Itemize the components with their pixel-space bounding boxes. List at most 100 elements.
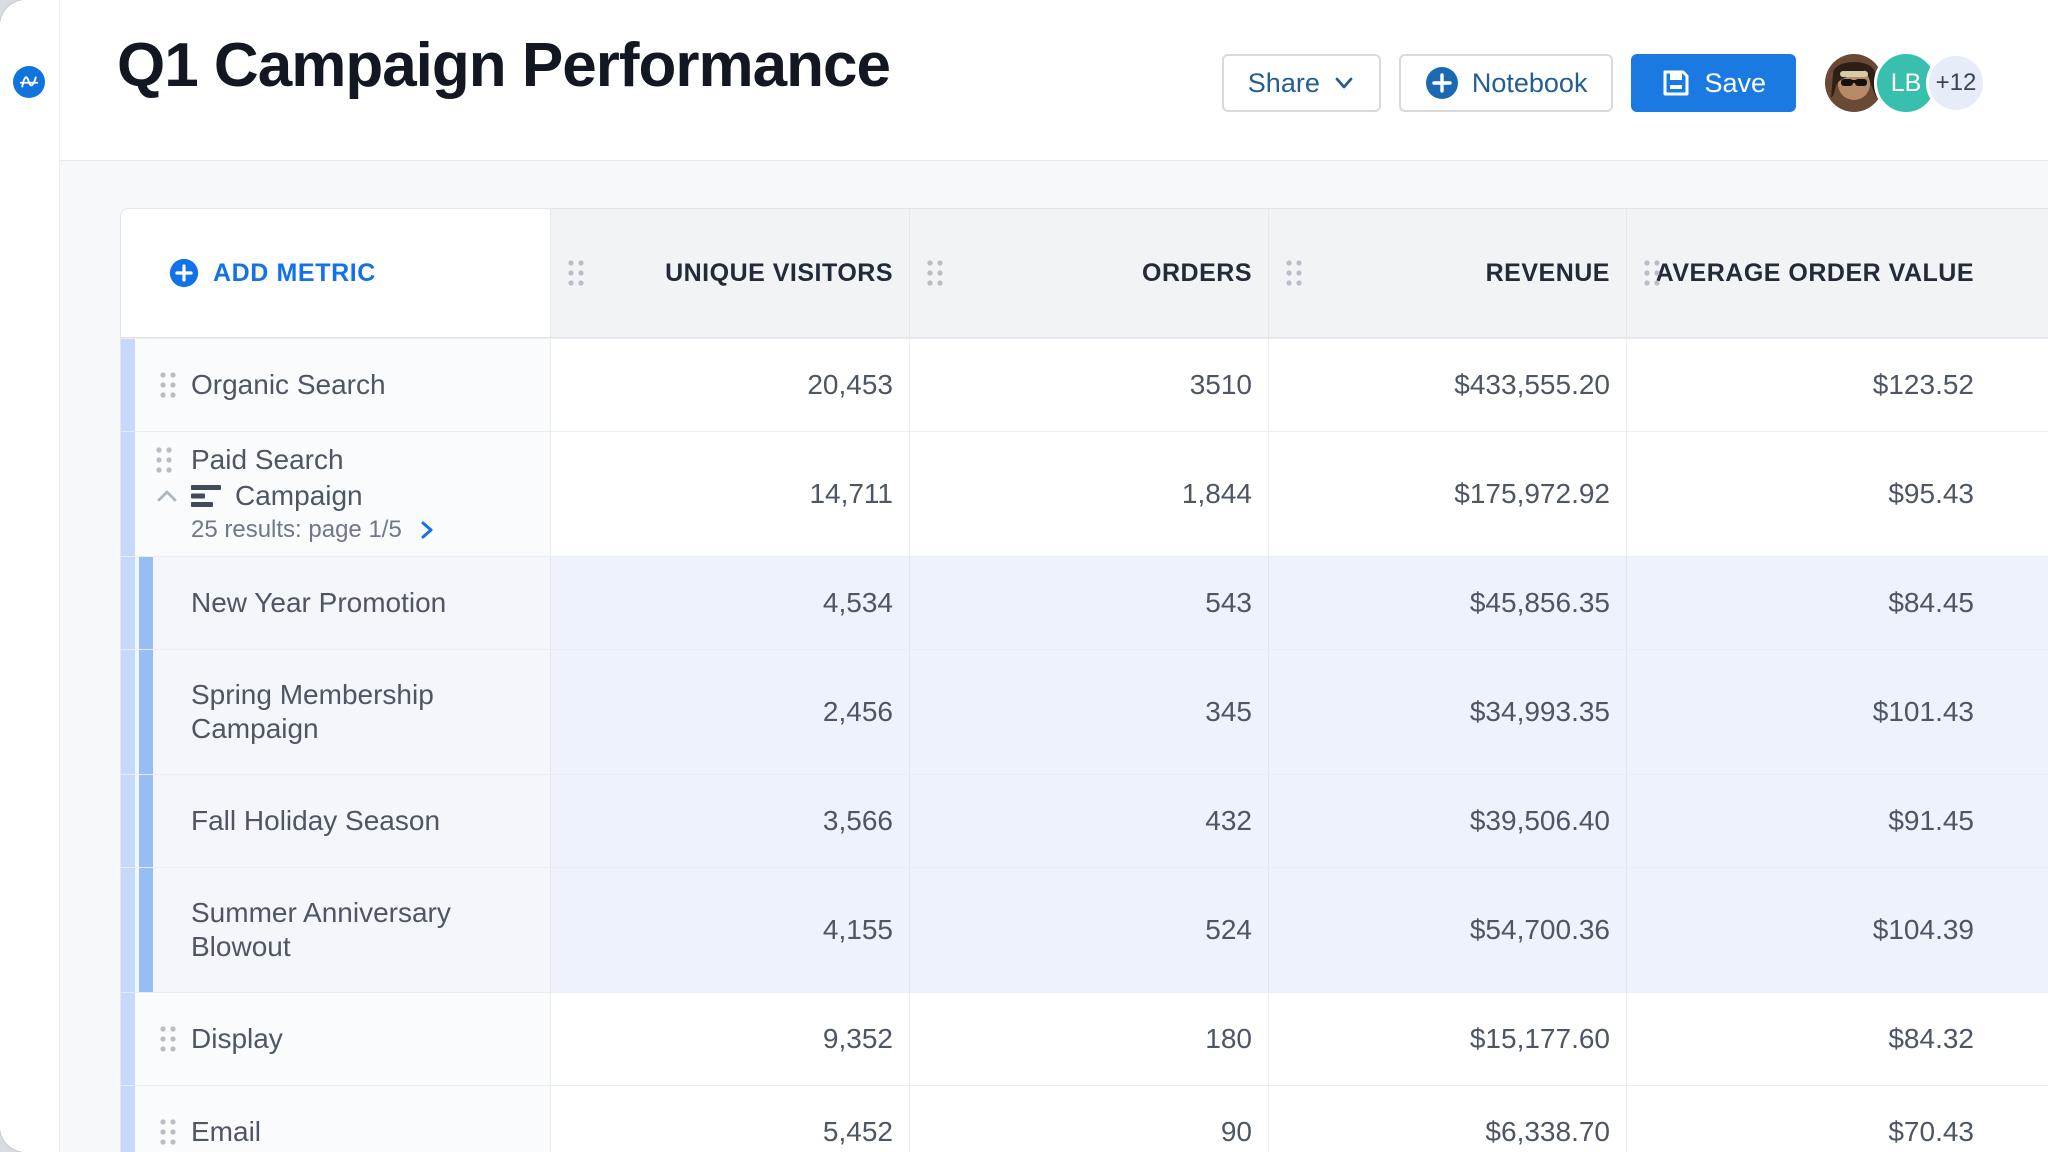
group-row-lines: Paid Search Campaign 25 results: page 1/… bbox=[191, 442, 436, 546]
row-label: Summer Anniversary Blowout bbox=[191, 897, 451, 962]
metric-cell-revenue[interactable]: $175,972.92 bbox=[1268, 432, 1626, 556]
save-button-label: Save bbox=[1704, 67, 1766, 98]
group-pagination-label: 25 results: page 1/5 bbox=[191, 516, 402, 543]
metric-cell-average-order-value[interactable]: $70.43 bbox=[1626, 1086, 2048, 1152]
metric-cell-unique-visitors[interactable]: 9,352 bbox=[550, 993, 909, 1085]
table-row: Paid Search Campaign 25 results: page 1/… bbox=[121, 431, 2048, 556]
metric-cell-average-order-value[interactable]: $95.43 bbox=[1626, 432, 2048, 556]
row-label-cell[interactable]: Email bbox=[121, 1086, 550, 1152]
metric-cell-unique-visitors[interactable]: 14,711 bbox=[550, 432, 909, 556]
group-row-content: Paid Search Campaign 25 results: page 1/… bbox=[155, 442, 436, 546]
metric-cell-revenue[interactable]: $39,506.40 bbox=[1268, 775, 1626, 867]
amplitude-wave-icon bbox=[19, 76, 39, 88]
metric-cell-average-order-value[interactable]: $84.45 bbox=[1626, 557, 2048, 649]
metric-cell-revenue[interactable]: $433,555.20 bbox=[1268, 339, 1626, 431]
table-row: Summer Anniversary Blowout 4,155 524 $54… bbox=[121, 867, 2048, 992]
drag-handle-icon[interactable] bbox=[567, 259, 585, 287]
drag-handle-icon[interactable] bbox=[1643, 259, 1661, 287]
row-label-cell[interactable]: Paid Search Campaign 25 results: page 1/… bbox=[121, 432, 550, 556]
table-row: Fall Holiday Season 3,566 432 $39,506.40… bbox=[121, 774, 2048, 867]
row-label: Display bbox=[191, 1023, 283, 1054]
notebook-button-label: Notebook bbox=[1471, 67, 1588, 98]
chevron-down-icon bbox=[1333, 75, 1355, 91]
group-row-label-line2: Campaign bbox=[235, 480, 363, 511]
save-button[interactable]: Save bbox=[1631, 54, 1796, 112]
metric-cell-orders[interactable]: 3510 bbox=[909, 339, 1268, 431]
column-header-label: ORDERS bbox=[1142, 258, 1252, 287]
drag-handle-icon[interactable] bbox=[159, 371, 177, 399]
add-metric-button[interactable]: ADD METRIC bbox=[169, 258, 376, 288]
drag-handle-icon[interactable] bbox=[1285, 259, 1303, 287]
row-label: Organic Search bbox=[191, 369, 386, 400]
column-header-revenue[interactable]: REVENUE bbox=[1268, 209, 1626, 338]
topbar-actions: Share Notebook Save bbox=[1221, 51, 1986, 115]
metric-cell-revenue[interactable]: $54,700.36 bbox=[1268, 868, 1626, 992]
row-label-cell[interactable]: Organic Search bbox=[121, 339, 550, 431]
metric-cell-unique-visitors[interactable]: 2,456 bbox=[550, 650, 909, 774]
metric-cell-orders[interactable]: 345 bbox=[909, 650, 1268, 774]
metric-cell-average-order-value[interactable]: $104.39 bbox=[1626, 868, 2048, 992]
drag-handle-icon[interactable] bbox=[155, 442, 191, 478]
group-by-bars-icon bbox=[191, 484, 221, 508]
group-row-label-line1: Paid Search bbox=[191, 444, 344, 475]
column-header-label: REVENUE bbox=[1485, 258, 1610, 287]
metric-cell-orders[interactable]: 543 bbox=[909, 557, 1268, 649]
table-row: New Year Promotion 4,534 543 $45,856.35 … bbox=[121, 556, 2048, 649]
row-label-cell[interactable]: Fall Holiday Season bbox=[121, 775, 550, 867]
table-row: Organic Search 20,453 3510 $433,555.20 $… bbox=[121, 338, 2048, 431]
notebook-button[interactable]: Notebook bbox=[1398, 54, 1614, 112]
column-header-average-order-value[interactable]: AVERAGE ORDER VALUE bbox=[1626, 209, 2048, 338]
row-label: Spring Membership Campaign bbox=[191, 679, 434, 744]
metric-cell-orders[interactable]: 180 bbox=[909, 993, 1268, 1085]
top-bar: Q1 Campaign Performance Share Notebook bbox=[59, 0, 2048, 161]
metric-cell-unique-visitors[interactable]: 4,534 bbox=[550, 557, 909, 649]
row-label-cell[interactable]: Summer Anniversary Blowout bbox=[121, 868, 550, 992]
add-metric-label: ADD METRIC bbox=[213, 258, 376, 287]
metric-cell-revenue[interactable]: $34,993.35 bbox=[1268, 650, 1626, 774]
metric-cell-revenue[interactable]: $15,177.60 bbox=[1268, 993, 1626, 1085]
metric-cell-revenue[interactable]: $45,856.35 bbox=[1268, 557, 1626, 649]
save-floppy-icon bbox=[1661, 68, 1691, 98]
group-pagination[interactable]: 25 results: page 1/5 bbox=[191, 514, 436, 546]
metrics-table: ADD METRIC UNIQUE VISITORS ORDERS REVENU… bbox=[120, 208, 2048, 1152]
column-header-unique-visitors[interactable]: UNIQUE VISITORS bbox=[550, 209, 909, 338]
metric-cell-average-order-value[interactable]: $123.52 bbox=[1626, 339, 2048, 431]
table-row: Display 9,352 180 $15,177.60 $84.32 bbox=[121, 992, 2048, 1085]
metric-cell-orders[interactable]: 90 bbox=[909, 1086, 1268, 1152]
metric-cell-average-order-value[interactable]: $84.32 bbox=[1626, 993, 2048, 1085]
table-row: Spring Membership Campaign 2,456 345 $34… bbox=[121, 649, 2048, 774]
avatar-overflow-badge[interactable]: +12 bbox=[1926, 53, 1986, 113]
plus-circle-icon bbox=[1425, 66, 1459, 100]
metric-cell-orders[interactable]: 524 bbox=[909, 868, 1268, 992]
group-row-rail bbox=[155, 442, 191, 546]
avatar-overflow-label: +12 bbox=[1935, 69, 1977, 96]
row-label-cell[interactable]: Spring Membership Campaign bbox=[121, 650, 550, 774]
page-title[interactable]: Q1 Campaign Performance bbox=[117, 31, 891, 100]
metric-cell-orders[interactable]: 1,844 bbox=[909, 432, 1268, 556]
drag-handle-icon[interactable] bbox=[159, 1025, 177, 1053]
row-label-cell[interactable]: Display bbox=[121, 993, 550, 1085]
metric-cell-unique-visitors[interactable]: 3,566 bbox=[550, 775, 909, 867]
metric-cell-unique-visitors[interactable]: 20,453 bbox=[550, 339, 909, 431]
metric-cell-average-order-value[interactable]: $101.43 bbox=[1626, 650, 2048, 774]
table-row: Email 5,452 90 $6,338.70 $70.43 bbox=[121, 1085, 2048, 1152]
drag-handle-icon[interactable] bbox=[159, 1118, 177, 1146]
left-sidebar bbox=[0, 0, 60, 1152]
row-label-cell[interactable]: New Year Promotion bbox=[121, 557, 550, 649]
share-button[interactable]: Share bbox=[1221, 54, 1381, 112]
chevron-up-icon[interactable] bbox=[155, 478, 191, 514]
drag-handle-icon[interactable] bbox=[926, 259, 944, 287]
amplitude-logo[interactable] bbox=[13, 66, 45, 98]
metric-cell-unique-visitors[interactable]: 4,155 bbox=[550, 868, 909, 992]
metric-cell-average-order-value[interactable]: $91.45 bbox=[1626, 775, 2048, 867]
metric-cell-orders[interactable]: 432 bbox=[909, 775, 1268, 867]
column-header-orders[interactable]: ORDERS bbox=[909, 209, 1268, 338]
share-button-label: Share bbox=[1247, 67, 1320, 98]
column-header-label: AVERAGE ORDER VALUE bbox=[1655, 258, 1974, 287]
chevron-right-icon[interactable] bbox=[418, 519, 436, 541]
table-body: Organic Search 20,453 3510 $433,555.20 $… bbox=[121, 338, 2048, 1152]
avatar-initials-label: LB bbox=[1890, 68, 1922, 97]
metric-cell-unique-visitors[interactable]: 5,452 bbox=[550, 1086, 909, 1152]
metric-cell-revenue[interactable]: $6,338.70 bbox=[1268, 1086, 1626, 1152]
row-label: Fall Holiday Season bbox=[191, 805, 441, 836]
